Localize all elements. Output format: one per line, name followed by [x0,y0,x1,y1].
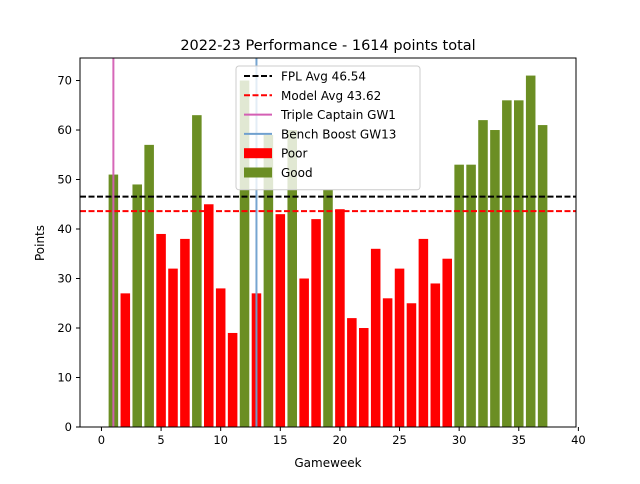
bar-gw-9 [204,204,214,427]
bar-gw-24 [382,298,393,427]
x-tick-label: 35 [511,433,526,447]
chart-title: 2022-23 Performance - 1614 points total [180,38,475,54]
bar-gw-7 [180,238,190,427]
bar-gw-8 [192,115,202,428]
legend-label: FPL Avg 46.54 [281,70,366,84]
x-tick-label: 10 [213,433,228,447]
bar-gw-36 [525,75,536,427]
bar-gw-32 [478,120,488,428]
bar-gw-34 [502,100,512,427]
legend-label: Poor [281,147,307,161]
legend-label: Good [281,166,313,180]
bar-gw-29 [442,258,452,427]
y-tick-label: 60 [57,123,72,137]
y-tick-label: 10 [57,371,72,385]
legend-label: Triple Captain GW1 [280,108,396,122]
x-axis-label: Gameweek [294,456,361,470]
legend-swatch-patch [244,148,272,159]
bar-gw-30 [454,164,464,428]
bar-gw-35 [514,100,524,427]
bar-gw-20 [335,209,345,427]
bar-gw-25 [394,268,405,427]
bar-gw-37 [537,125,548,427]
bar-gw-23 [370,248,381,427]
bar-gw-28 [430,283,441,427]
bar-gw-4 [144,144,154,427]
legend-label: Model Avg 43.62 [281,89,381,103]
bar-gw-6 [168,268,178,427]
y-tick-label: 0 [65,420,72,434]
plot-frame [79,57,577,428]
y-tick-label: 50 [57,173,72,187]
y-tick-label: 40 [57,222,72,236]
bar-gw-21 [347,318,357,427]
bar-gw-31 [466,164,476,428]
bar-gw-12 [239,80,250,428]
x-tick-label: 20 [333,433,348,447]
bar-gw-22 [359,328,369,427]
bar-gw-17 [299,278,309,427]
legend-swatch-patch [244,167,272,178]
y-axis-label: Points [33,225,47,261]
bar-gw-33 [490,130,500,427]
x-tick-label: 15 [273,433,288,447]
legend-label: Bench Boost GW13 [281,127,396,141]
x-tick-label: 30 [452,433,467,447]
bar-gw-3 [132,184,142,427]
legend-box [235,65,421,191]
bar-gw-18 [311,219,321,427]
y-tick-label: 30 [57,272,72,286]
y-tick-label: 20 [57,321,72,335]
bar-gw-27 [418,238,429,427]
bar-gw-2 [120,293,131,427]
bar-gw-5 [156,233,166,427]
plot-area: 0 5 10 15 20 25 30 35 40 0 10 20 30 40 50 60 70 FPL Avg 4… [57,57,586,447]
bar-gw-15 [275,214,286,427]
x-tick-label: 0 [98,433,105,447]
bar-gw-10 [215,288,226,427]
bar-gw-11 [227,332,238,427]
bar-gw-19 [323,189,333,427]
bar-gw-14 [263,134,274,427]
bar-gw-26 [406,303,417,427]
bar-gw-16 [287,130,297,427]
x-tick-label: 25 [392,433,407,447]
x-tick-label: 40 [571,433,586,447]
x-tick-label: 5 [157,433,164,447]
y-tick-label: 70 [57,74,72,88]
